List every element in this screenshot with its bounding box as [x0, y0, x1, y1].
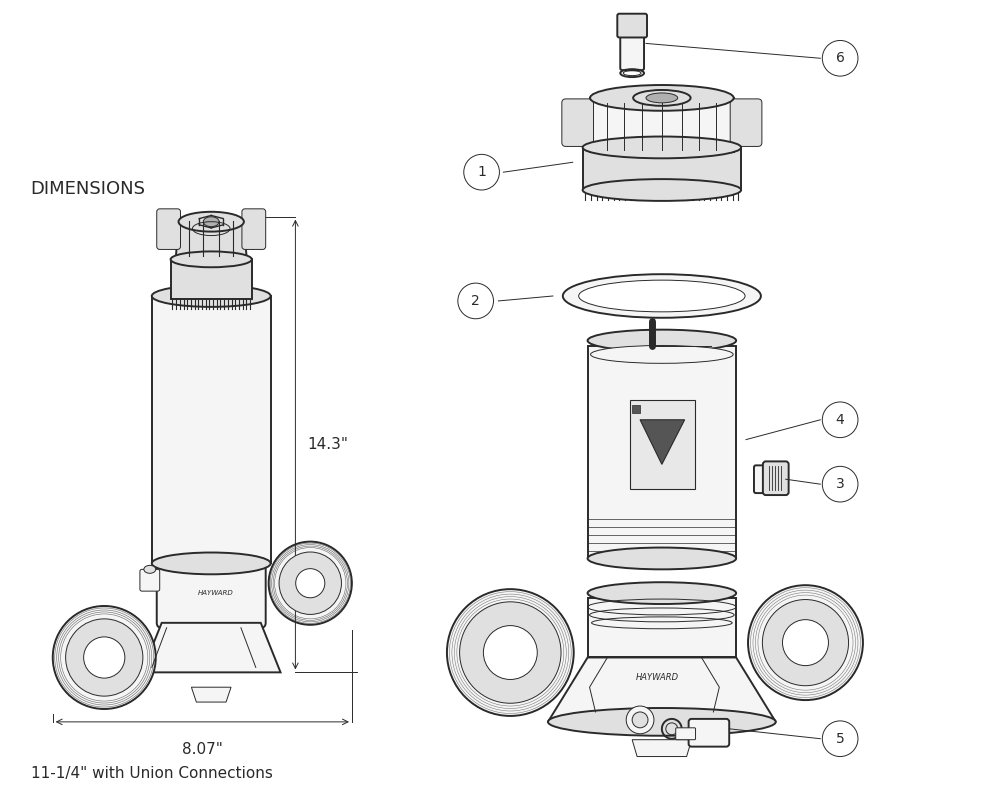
Ellipse shape	[563, 274, 761, 318]
FancyBboxPatch shape	[171, 259, 252, 299]
Text: 2: 2	[471, 294, 480, 308]
Ellipse shape	[203, 217, 219, 227]
Ellipse shape	[591, 345, 733, 363]
Ellipse shape	[447, 589, 574, 716]
Ellipse shape	[171, 252, 252, 267]
Ellipse shape	[460, 602, 561, 703]
Ellipse shape	[53, 606, 156, 709]
Ellipse shape	[144, 565, 156, 573]
Polygon shape	[640, 419, 685, 464]
FancyBboxPatch shape	[689, 719, 729, 747]
Ellipse shape	[279, 552, 341, 615]
FancyBboxPatch shape	[242, 209, 266, 249]
FancyBboxPatch shape	[730, 99, 762, 146]
FancyBboxPatch shape	[590, 98, 734, 152]
FancyBboxPatch shape	[583, 147, 741, 190]
FancyBboxPatch shape	[617, 14, 647, 37]
Circle shape	[822, 41, 858, 76]
Text: 4: 4	[836, 413, 845, 427]
FancyBboxPatch shape	[588, 345, 736, 559]
Ellipse shape	[583, 137, 741, 158]
Circle shape	[626, 706, 654, 734]
Text: HAYWARD: HAYWARD	[198, 590, 234, 596]
Polygon shape	[142, 622, 281, 673]
Ellipse shape	[579, 280, 745, 312]
Text: 5: 5	[836, 732, 845, 746]
Ellipse shape	[588, 582, 736, 604]
Ellipse shape	[162, 564, 261, 622]
Ellipse shape	[179, 212, 244, 232]
Circle shape	[822, 402, 858, 438]
Ellipse shape	[583, 179, 741, 201]
Ellipse shape	[762, 599, 849, 685]
Polygon shape	[191, 687, 231, 702]
Ellipse shape	[646, 93, 678, 103]
FancyBboxPatch shape	[140, 569, 160, 591]
Ellipse shape	[483, 626, 537, 680]
Ellipse shape	[66, 618, 143, 696]
Text: 3: 3	[836, 477, 845, 491]
Circle shape	[822, 466, 858, 502]
Text: 11-1/4" with Union Connections: 11-1/4" with Union Connections	[31, 767, 273, 782]
FancyBboxPatch shape	[562, 99, 594, 146]
Ellipse shape	[84, 637, 125, 678]
FancyBboxPatch shape	[754, 466, 776, 493]
Circle shape	[458, 283, 493, 318]
Polygon shape	[632, 739, 692, 756]
FancyBboxPatch shape	[620, 32, 644, 70]
Ellipse shape	[588, 548, 736, 569]
Text: 14.3": 14.3"	[307, 437, 348, 452]
Ellipse shape	[782, 619, 828, 665]
Polygon shape	[548, 657, 776, 722]
Circle shape	[822, 721, 858, 756]
FancyBboxPatch shape	[588, 598, 736, 657]
FancyBboxPatch shape	[676, 728, 696, 739]
FancyBboxPatch shape	[157, 559, 266, 628]
Ellipse shape	[269, 541, 352, 625]
Ellipse shape	[590, 85, 734, 111]
Ellipse shape	[296, 568, 325, 598]
FancyBboxPatch shape	[630, 400, 695, 489]
Ellipse shape	[548, 708, 776, 736]
Text: 6: 6	[836, 51, 845, 65]
Ellipse shape	[748, 585, 863, 700]
Polygon shape	[176, 222, 247, 261]
Ellipse shape	[588, 330, 736, 352]
FancyBboxPatch shape	[632, 405, 640, 413]
Text: 8.07": 8.07"	[182, 742, 223, 757]
Text: 1: 1	[477, 166, 486, 179]
FancyBboxPatch shape	[152, 296, 271, 564]
Text: HAYWARD: HAYWARD	[635, 673, 678, 682]
Circle shape	[632, 712, 648, 728]
FancyBboxPatch shape	[157, 209, 181, 249]
Text: DIMENSIONS: DIMENSIONS	[30, 180, 145, 198]
FancyBboxPatch shape	[763, 462, 789, 495]
Circle shape	[464, 154, 499, 190]
Ellipse shape	[152, 285, 271, 307]
Ellipse shape	[152, 552, 271, 574]
